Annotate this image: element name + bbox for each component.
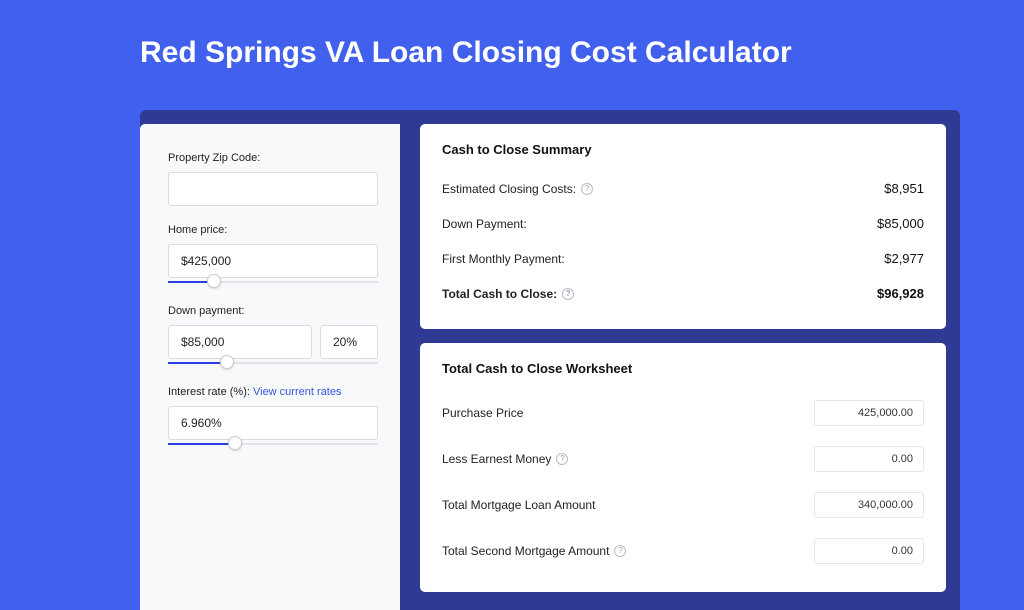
slider-fill xyxy=(168,362,227,364)
summary-title: Cash to Close Summary xyxy=(442,142,924,157)
help-icon[interactable]: ? xyxy=(581,183,593,195)
worksheet-row: Purchase Price 425,000.00 xyxy=(442,390,924,436)
field-down-payment: Down payment: xyxy=(168,305,378,368)
summary-row-label-text: Estimated Closing Costs: xyxy=(442,182,576,196)
page-title: Red Springs VA Loan Closing Cost Calcula… xyxy=(0,0,1024,90)
worksheet-row-label: Total Second Mortgage Amount? xyxy=(442,544,626,558)
worksheet-title: Total Cash to Close Worksheet xyxy=(442,361,924,376)
down-payment-input[interactable] xyxy=(168,325,312,359)
summary-row: Down Payment: $85,000 xyxy=(442,206,924,241)
summary-row: First Monthly Payment: $2,977 xyxy=(442,241,924,276)
slider-fill xyxy=(168,443,235,445)
interest-rate-input[interactable] xyxy=(168,406,378,440)
summary-row: Total Cash to Close:? $96,928 xyxy=(442,276,924,311)
summary-row-label-text: Total Cash to Close: xyxy=(442,287,557,301)
worksheet-row-label-text: Total Second Mortgage Amount xyxy=(442,544,609,558)
summary-row-label-text: First Monthly Payment: xyxy=(442,252,565,266)
down-payment-slider[interactable] xyxy=(168,358,378,368)
down-payment-label: Down payment: xyxy=(168,305,378,317)
interest-rate-label: Interest rate (%): View current rates xyxy=(168,386,378,398)
view-rates-link[interactable]: View current rates xyxy=(253,386,341,398)
summary-row-value: $85,000 xyxy=(877,216,924,231)
summary-row-label: Down Payment: xyxy=(442,217,527,231)
slider-thumb[interactable] xyxy=(228,436,242,450)
worksheet-row-label: Purchase Price xyxy=(442,406,523,420)
slider-thumb[interactable] xyxy=(207,274,221,288)
calculator-container: Property Zip Code: Home price: Down paym… xyxy=(140,110,960,610)
worksheet-row-label: Less Earnest Money? xyxy=(442,452,568,466)
worksheet-row: Less Earnest Money? 0.00 xyxy=(442,436,924,482)
summary-card: Cash to Close Summary Estimated Closing … xyxy=(420,124,946,329)
worksheet-row-value: 340,000.00 xyxy=(814,492,924,518)
summary-row-label-text: Down Payment: xyxy=(442,217,527,231)
worksheet-row-label: Total Mortgage Loan Amount xyxy=(442,498,595,512)
summary-rows: Estimated Closing Costs:? $8,951 Down Paym… xyxy=(442,171,924,311)
worksheet-row-value: 0.00 xyxy=(814,446,924,472)
worksheet-row: Total Second Mortgage Amount? 0.00 xyxy=(442,528,924,574)
worksheet-row: Total Mortgage Loan Amount 340,000.00 xyxy=(442,482,924,528)
help-icon[interactable]: ? xyxy=(562,288,574,300)
slider-thumb[interactable] xyxy=(220,355,234,369)
summary-row-label: Total Cash to Close:? xyxy=(442,287,574,301)
home-price-slider[interactable] xyxy=(168,277,378,287)
summary-row-label: First Monthly Payment: xyxy=(442,252,565,266)
results-panel: Cash to Close Summary Estimated Closing … xyxy=(420,124,960,610)
home-price-input[interactable] xyxy=(168,244,378,278)
zip-input[interactable] xyxy=(168,172,378,206)
worksheet-rows: Purchase Price 425,000.00 Less Earnest Mon… xyxy=(442,390,924,574)
field-interest-rate: Interest rate (%): View current rates xyxy=(168,386,378,449)
help-icon[interactable]: ? xyxy=(614,545,626,557)
help-icon[interactable]: ? xyxy=(556,453,568,465)
summary-row: Estimated Closing Costs:? $8,951 xyxy=(442,171,924,206)
interest-rate-label-text: Interest rate (%): xyxy=(168,386,250,398)
worksheet-card: Total Cash to Close Worksheet Purchase P… xyxy=(420,343,946,592)
down-payment-pct-input[interactable] xyxy=(320,325,378,359)
inputs-panel: Property Zip Code: Home price: Down paym… xyxy=(140,124,400,610)
home-price-label: Home price: xyxy=(168,224,378,236)
summary-row-value: $8,951 xyxy=(884,181,924,196)
worksheet-row-label-text: Purchase Price xyxy=(442,406,523,420)
worksheet-row-label-text: Less Earnest Money xyxy=(442,452,551,466)
summary-row-value: $2,977 xyxy=(884,251,924,266)
interest-rate-slider[interactable] xyxy=(168,439,378,449)
worksheet-row-value: 425,000.00 xyxy=(814,400,924,426)
zip-label: Property Zip Code: xyxy=(168,152,378,164)
summary-row-label: Estimated Closing Costs:? xyxy=(442,182,593,196)
worksheet-row-value: 0.00 xyxy=(814,538,924,564)
worksheet-row-label-text: Total Mortgage Loan Amount xyxy=(442,498,595,512)
field-zip: Property Zip Code: xyxy=(168,152,378,206)
summary-row-value: $96,928 xyxy=(877,286,924,301)
field-home-price: Home price: xyxy=(168,224,378,287)
